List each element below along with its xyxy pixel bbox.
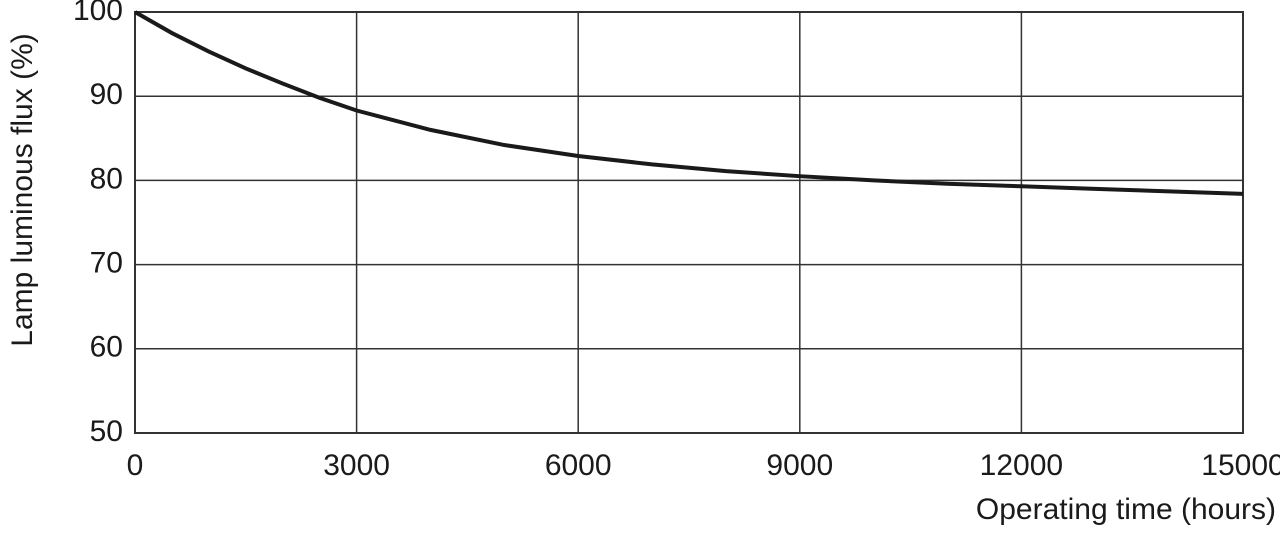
line-series	[134, 10, 1244, 196]
x-tick-label: 15000	[1201, 449, 1280, 482]
plot-frame	[134, 11, 1244, 434]
x-tick-label: 0	[127, 449, 144, 482]
y-tick-label: 50	[90, 415, 123, 448]
y-tick-label: 90	[90, 78, 123, 111]
x-tick-label: 3000	[323, 449, 390, 482]
x-tick-label: 12000	[980, 449, 1063, 482]
y-tick-label: 70	[90, 247, 123, 280]
y-axis-label: Lamp luminous flux (%)	[6, 33, 39, 346]
x-tick-label: 6000	[545, 449, 612, 482]
y-tick-label: 100	[73, 0, 123, 27]
y-tick-label: 80	[90, 162, 123, 195]
x-tick-label: 9000	[766, 449, 833, 482]
x-axis-label: Operating time (hours)	[976, 493, 1276, 526]
y-tick-label: 60	[90, 331, 123, 364]
